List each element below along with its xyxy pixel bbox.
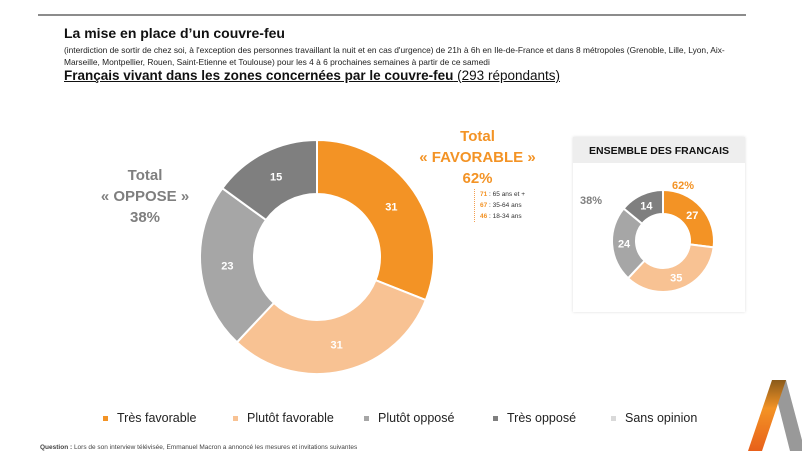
description: (interdiction de sortir de chez soi, à l…: [64, 45, 725, 67]
legend-swatch: [493, 415, 498, 421]
donut1-slice-très-opposé: [622, 188, 664, 226]
subtitle-bold: Français vivant dans les zones concernée…: [64, 68, 454, 83]
total-favorable-l1: Total: [460, 128, 495, 145]
donut1-data-label: 35: [670, 273, 682, 285]
small-oppose-pct: 38%: [580, 195, 603, 207]
legend-item: Plutôt opposé: [364, 411, 454, 425]
donut1-slice-plutôt-favorable: [626, 243, 715, 293]
legend-item: Plutôt favorable: [233, 411, 334, 425]
age-breakdown: 71 : 65 ans et + 67 : 35-64 ans 46 : 18-…: [474, 189, 525, 222]
legend-swatch: [233, 415, 238, 421]
age-row: 71 : 65 ans et +: [480, 191, 525, 198]
donut0-data-label: 31: [331, 340, 343, 352]
question-footer: Question : Lors de son interview télévis…: [40, 444, 358, 451]
subtitle-count: (293 répondants): [453, 68, 560, 83]
legend-swatch: [364, 415, 369, 421]
age-row: 46 : 18-34 ans: [480, 213, 522, 220]
top-rule: [38, 14, 746, 16]
donut0-slice-plutôt-opposé: [199, 186, 276, 344]
subtitle: Français vivant dans les zones concernée…: [64, 68, 560, 83]
donut0-slice-très-favorable: [316, 138, 435, 302]
donut0-data-label: 23: [221, 260, 233, 272]
legend-swatch: [611, 415, 616, 421]
total-favorable-l2: « FAVORABLE »: [419, 149, 536, 166]
donut0-slice-très-opposé: [220, 138, 318, 222]
total-favorable: Total « FAVORABLE » 62%: [410, 126, 545, 189]
total-favorable-value: 62%: [462, 170, 493, 187]
total-oppose-l1: Total: [127, 167, 163, 184]
donut0-data-label: 31: [385, 201, 397, 213]
ensemble-title: ENSEMBLE DES FRANCAIS: [573, 137, 745, 163]
page-title: La mise en place d’un couvre-feu: [64, 25, 285, 41]
legend-swatch: [103, 415, 108, 421]
age-row: 67 : 35-64 ans: [480, 202, 522, 209]
small-favorable-pct: 62%: [672, 180, 695, 192]
total-oppose-l2: « OPPOSE »: [100, 188, 190, 205]
legend-item: Sans opinion: [611, 411, 697, 425]
donut0-slice-plutôt-favorable: [235, 278, 428, 375]
total-oppose-value: 38%: [129, 209, 161, 226]
donut1-data-label: 27: [686, 210, 698, 222]
legend-item: Très opposé: [493, 411, 576, 425]
donut0-data-label: 15: [270, 172, 282, 184]
donut1-data-label: 14: [640, 201, 653, 213]
donut1-data-label: 24: [618, 238, 631, 250]
legend-item: Très favorable: [103, 411, 196, 425]
total-oppose: Total « OPPOSE » 38%: [90, 165, 200, 228]
